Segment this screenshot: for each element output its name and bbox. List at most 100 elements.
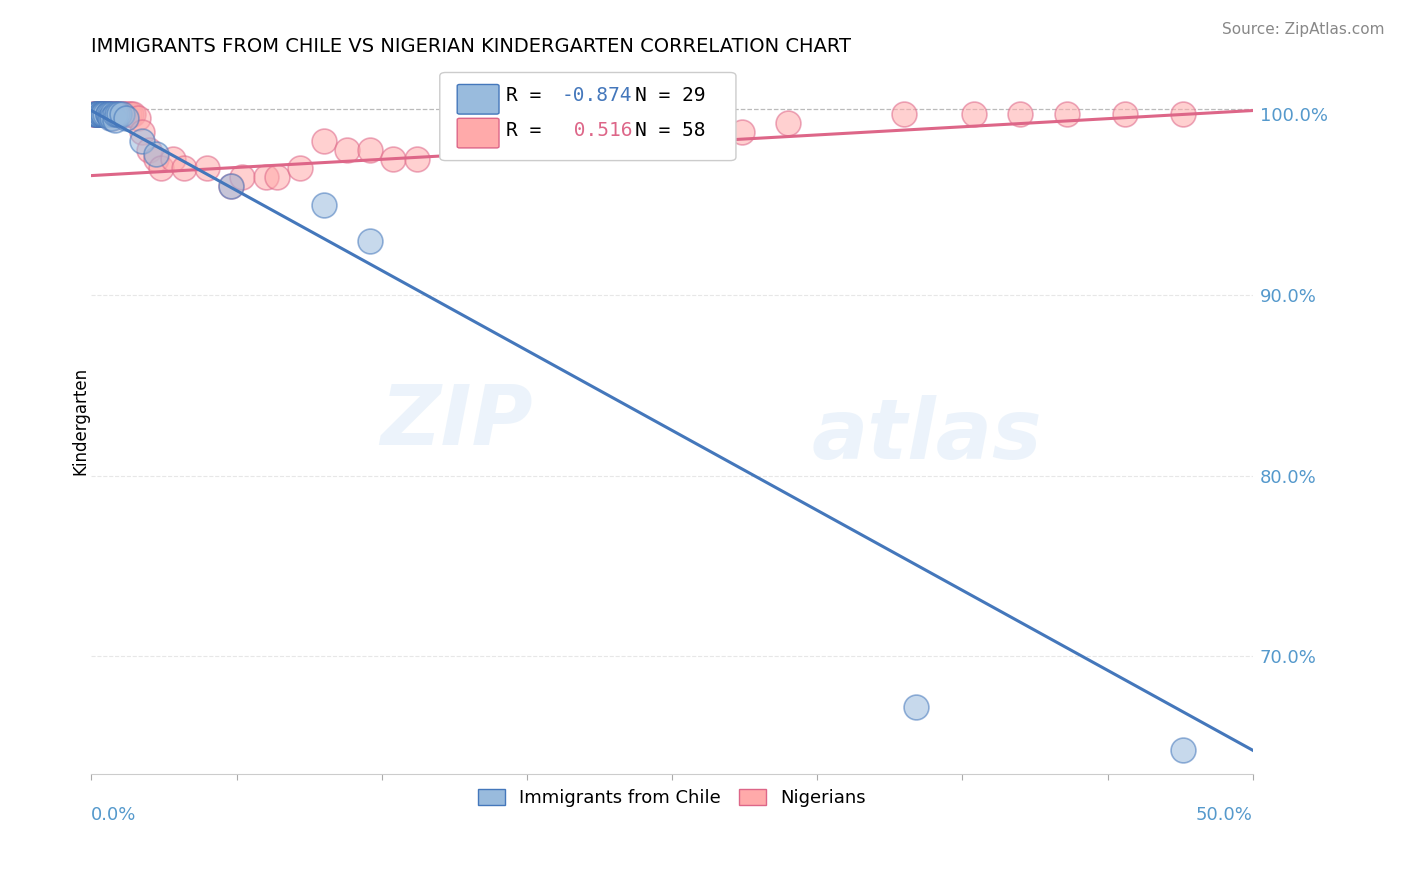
Point (94, 107, 117, 121)
Text: R =: R = (506, 121, 553, 141)
Point (103, 112, 125, 127)
Point (103, 107, 125, 121)
FancyBboxPatch shape (457, 85, 499, 114)
Point (83, 107, 105, 121)
Text: 50.0%: 50.0% (1197, 806, 1253, 824)
Point (98, 107, 121, 121)
Point (97, 107, 120, 121)
Point (91, 107, 114, 121)
Y-axis label: Kindergarten: Kindergarten (72, 368, 89, 475)
Point (97, 107, 120, 121)
Point (131, 134, 153, 148)
Point (145, 153, 167, 167)
Point (83, 107, 105, 121)
Point (197, 161, 219, 176)
Point (266, 170, 288, 185)
Text: atlas: atlas (811, 395, 1042, 476)
Point (173, 161, 195, 176)
Text: -0.874: -0.874 (562, 86, 633, 104)
Point (661, 125, 683, 139)
Point (451, 134, 474, 148)
Point (522, 134, 544, 148)
FancyBboxPatch shape (440, 72, 735, 161)
Point (778, 116, 800, 130)
Text: Source: ZipAtlas.com: Source: ZipAtlas.com (1222, 22, 1385, 37)
Point (97, 107, 120, 121)
Point (90, 107, 112, 121)
Text: 0.0%: 0.0% (91, 806, 136, 824)
Point (110, 107, 132, 121)
Text: N = 29: N = 29 (636, 86, 706, 104)
Point (110, 107, 132, 121)
Point (112, 107, 135, 121)
Point (359, 143, 381, 157)
Point (84, 107, 107, 121)
Point (1056, 107, 1078, 121)
Point (231, 170, 253, 185)
Point (105, 107, 128, 121)
Point (94, 107, 117, 121)
Point (1010, 107, 1032, 121)
Point (312, 197, 335, 211)
Point (98, 107, 121, 121)
Point (87, 107, 110, 121)
Text: N = 58: N = 58 (636, 121, 706, 141)
Text: ZIP: ZIP (380, 381, 533, 462)
Point (84, 107, 107, 121)
Point (591, 125, 613, 139)
Point (90, 107, 112, 121)
Point (122, 107, 145, 121)
Point (254, 170, 277, 185)
Point (219, 179, 242, 194)
Point (1114, 107, 1136, 121)
Point (219, 179, 242, 194)
Point (101, 107, 124, 121)
Text: R =: R = (506, 86, 553, 104)
Point (91, 107, 114, 121)
Point (138, 143, 160, 157)
Point (101, 111, 124, 125)
Point (87, 107, 110, 121)
Point (91, 107, 114, 121)
Point (127, 111, 149, 125)
Point (94, 107, 117, 121)
Point (91, 107, 114, 121)
Point (1171, 743, 1194, 757)
Point (162, 153, 184, 167)
Point (115, 111, 138, 125)
Point (382, 153, 405, 167)
Point (405, 153, 427, 167)
Point (120, 107, 142, 121)
Point (87, 107, 110, 121)
Point (359, 234, 381, 248)
Point (290, 161, 312, 176)
FancyBboxPatch shape (457, 119, 499, 148)
Point (101, 111, 124, 125)
Point (84, 107, 107, 121)
Point (312, 134, 335, 148)
Point (97, 107, 120, 121)
Point (98, 107, 121, 121)
Point (963, 107, 986, 121)
Point (84, 107, 107, 121)
Point (103, 107, 125, 121)
Legend: Immigrants from Chile, Nigerians: Immigrants from Chile, Nigerians (471, 781, 873, 814)
Text: 0.516: 0.516 (562, 121, 633, 141)
Point (108, 107, 131, 121)
Point (103, 107, 125, 121)
Point (105, 107, 128, 121)
Point (1171, 107, 1194, 121)
Point (83, 107, 105, 121)
Point (90, 107, 112, 121)
Point (131, 125, 153, 139)
Point (904, 700, 927, 714)
Point (117, 107, 139, 121)
Point (90, 107, 112, 121)
Point (150, 161, 173, 176)
Text: IMMIGRANTS FROM CHILE VS NIGERIAN KINDERGARTEN CORRELATION CHART: IMMIGRANTS FROM CHILE VS NIGERIAN KINDER… (91, 37, 852, 56)
Point (731, 125, 754, 139)
Point (87, 107, 110, 121)
Point (98, 111, 121, 125)
Point (101, 107, 124, 121)
Point (145, 147, 167, 161)
